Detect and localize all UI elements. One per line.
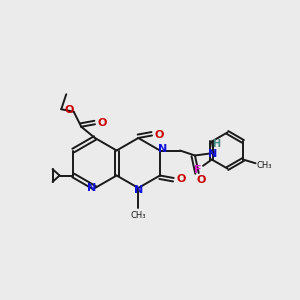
Text: N: N (208, 149, 217, 159)
Text: O: O (64, 105, 74, 115)
Text: N: N (87, 183, 97, 193)
Text: O: O (154, 130, 164, 140)
Text: N: N (134, 185, 143, 195)
Text: O: O (176, 174, 185, 184)
Text: H: H (212, 139, 220, 149)
Text: F: F (194, 165, 202, 175)
Text: CH₃: CH₃ (257, 161, 272, 170)
Text: O: O (196, 175, 206, 185)
Text: N: N (158, 145, 168, 154)
Text: O: O (97, 118, 107, 128)
Text: CH₃: CH₃ (130, 211, 146, 220)
